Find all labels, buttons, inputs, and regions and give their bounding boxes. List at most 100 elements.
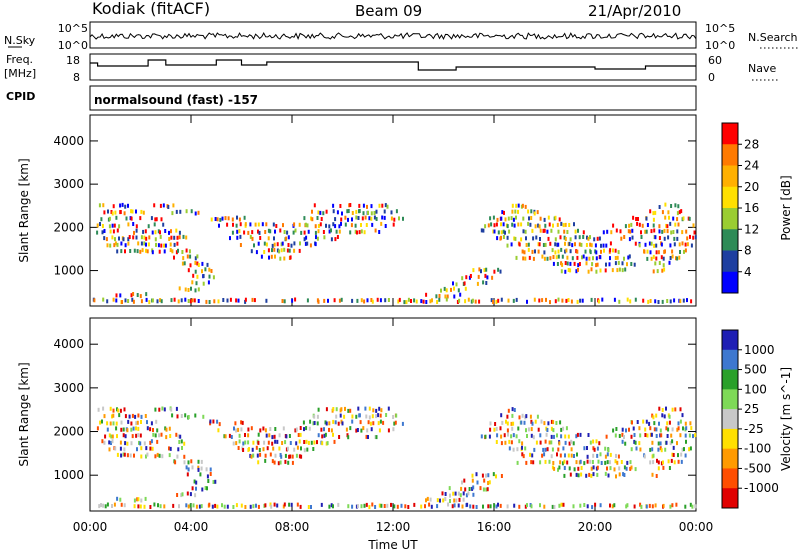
data-mark <box>694 235 697 240</box>
data-mark <box>311 209 313 214</box>
data-mark <box>590 267 593 272</box>
data-mark <box>181 492 184 497</box>
data-mark <box>523 420 526 425</box>
data-mark <box>500 413 503 418</box>
data-mark <box>506 428 509 433</box>
colorbar-tick-label: 24 <box>744 159 759 173</box>
nave-tick-bottom: 0 <box>708 71 715 84</box>
data-mark <box>204 267 207 272</box>
data-mark <box>466 502 469 507</box>
data-mark <box>677 453 679 458</box>
nsky-trace <box>89 32 697 41</box>
data-mark <box>344 222 347 227</box>
data-mark <box>415 299 418 304</box>
data-mark <box>545 432 548 437</box>
data-mark <box>656 269 659 274</box>
data-mark <box>591 505 594 510</box>
data-mark <box>199 472 202 477</box>
data-mark <box>669 256 672 260</box>
data-mark <box>662 256 665 261</box>
data-mark <box>654 299 657 304</box>
data-mark <box>517 203 520 208</box>
data-mark <box>103 229 106 233</box>
data-mark <box>616 255 619 260</box>
data-mark <box>343 414 346 419</box>
data-mark <box>564 261 567 265</box>
data-mark <box>561 298 564 303</box>
data-mark <box>143 504 146 509</box>
data-mark <box>424 504 426 509</box>
data-mark <box>537 427 540 432</box>
data-mark <box>178 235 181 240</box>
data-mark <box>628 237 631 242</box>
data-mark <box>613 467 616 472</box>
data-mark <box>689 421 692 426</box>
data-mark <box>520 420 523 425</box>
data-mark <box>667 235 670 240</box>
data-mark <box>467 297 470 302</box>
data-mark <box>232 441 235 446</box>
data-mark <box>670 230 673 235</box>
data-mark <box>158 453 161 458</box>
data-mark <box>368 406 371 411</box>
data-mark <box>111 439 114 444</box>
data-mark <box>154 454 157 459</box>
data-mark <box>383 504 386 508</box>
data-mark <box>299 241 301 246</box>
data-mark <box>131 209 134 214</box>
data-mark <box>155 217 158 222</box>
data-mark <box>135 235 138 240</box>
data-mark <box>624 267 627 272</box>
data-mark <box>628 223 631 228</box>
data-mark <box>395 413 398 418</box>
data-mark <box>661 210 664 215</box>
data-mark <box>521 452 524 457</box>
data-mark <box>125 216 128 221</box>
data-mark <box>224 216 227 221</box>
data-mark <box>266 446 269 451</box>
data-mark <box>174 460 177 465</box>
data-mark <box>436 504 439 509</box>
data-mark <box>263 241 266 246</box>
data-mark <box>692 235 695 240</box>
data-mark <box>159 504 162 509</box>
data-mark <box>425 300 428 304</box>
data-mark <box>400 503 403 508</box>
x-axis-label: Time UT <box>367 538 418 552</box>
data-mark <box>559 453 562 458</box>
data-mark <box>639 502 642 507</box>
data-mark <box>164 243 167 248</box>
data-mark <box>404 504 407 509</box>
data-mark <box>378 230 381 234</box>
data-mark <box>333 298 336 303</box>
data-mark <box>370 211 373 216</box>
data-mark <box>630 447 633 452</box>
data-mark <box>660 255 663 260</box>
data-mark <box>328 427 330 432</box>
data-mark <box>256 453 259 458</box>
data-mark <box>557 254 560 259</box>
data-mark <box>492 472 495 477</box>
data-mark <box>678 242 681 247</box>
data-mark <box>539 237 541 241</box>
data-mark <box>244 222 247 227</box>
data-mark <box>268 433 271 438</box>
data-mark <box>569 261 572 266</box>
data-mark <box>590 297 593 302</box>
data-mark <box>659 441 662 446</box>
data-mark <box>621 261 624 266</box>
data-mark <box>633 433 636 437</box>
data-mark <box>168 453 171 458</box>
data-mark <box>556 262 559 266</box>
data-mark <box>568 223 571 227</box>
data-mark <box>145 292 148 297</box>
data-mark <box>459 493 462 498</box>
data-mark <box>591 262 594 267</box>
data-mark <box>134 414 137 419</box>
data-mark <box>521 249 524 254</box>
data-mark <box>191 280 194 285</box>
data-mark <box>235 428 238 433</box>
data-mark <box>591 460 594 464</box>
data-mark <box>129 249 132 253</box>
